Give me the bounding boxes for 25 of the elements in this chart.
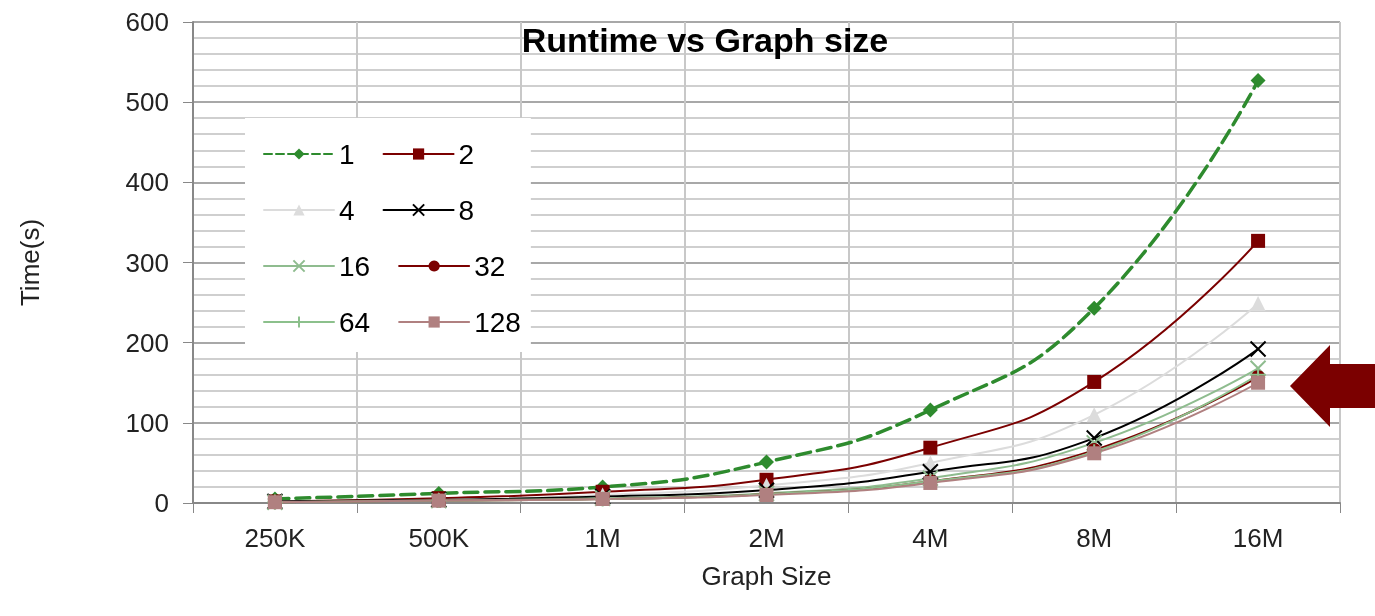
legend-label: 128 <box>474 306 521 338</box>
legend-label: 8 <box>458 194 475 226</box>
x-axis-title: Graph Size <box>701 561 832 591</box>
x-tick-label: 4M <box>912 523 949 553</box>
legend-label: 16 <box>339 250 371 282</box>
y-tick-label: 500 <box>125 87 169 118</box>
x-tick-label: 250K <box>244 523 306 553</box>
x-tick-label: 2M <box>748 523 785 553</box>
y-tick-label: 100 <box>125 407 169 438</box>
x-tick-label: 16M <box>1232 523 1284 553</box>
y-tick-label: 600 <box>125 7 169 37</box>
legend-label: 64 <box>339 306 371 338</box>
legend-label: 32 <box>474 250 506 282</box>
y-tick-label: 0 <box>154 488 169 518</box>
y-tick-label: 200 <box>125 327 169 358</box>
x-tick-label: 1M <box>584 523 621 553</box>
x-tick-label: 500K <box>408 523 470 553</box>
x-tick-label: 8M <box>1076 523 1113 553</box>
legend-label: 2 <box>458 138 475 170</box>
y-axis-title: Time(s) <box>15 218 45 307</box>
legend-label: 1 <box>339 138 355 170</box>
legend-label: 4 <box>339 194 355 226</box>
chart-title: Runtime vs Graph size <box>521 21 889 59</box>
y-tick-label: 400 <box>125 167 169 198</box>
y-tick-label: 300 <box>125 247 169 278</box>
